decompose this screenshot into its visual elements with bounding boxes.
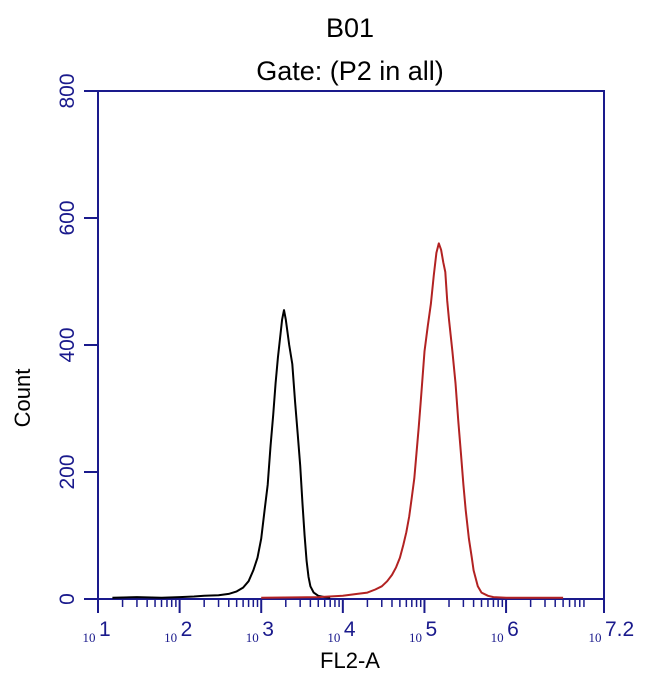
y-tick-label: 200 xyxy=(56,454,79,489)
x-tick-exponent: 2 xyxy=(181,618,193,641)
plot-frame xyxy=(97,90,605,600)
x-tick-exponent: 1 xyxy=(99,618,111,641)
y-tick-label: 800 xyxy=(56,73,79,108)
series-line-2 xyxy=(261,242,564,599)
x-tick-label: 10 3 xyxy=(246,618,274,645)
x-major-ticks xyxy=(97,599,605,613)
x-tick-label: 10 1 xyxy=(83,618,111,645)
x-tick-base: 10 xyxy=(246,630,259,645)
y-tick-label: 0 xyxy=(56,593,79,605)
chart-title: B01 xyxy=(326,13,374,43)
x-tick-label: 10 2 xyxy=(164,618,192,645)
x-tick-exponent: 5 xyxy=(425,618,437,641)
x-tick-label: 10 5 xyxy=(409,618,437,645)
chart-subtitle: Gate: (P2 in all) xyxy=(256,56,444,86)
x-tick-base: 10 xyxy=(164,630,177,645)
x-tick-exponent: 6 xyxy=(507,618,519,641)
y-tick-label: 600 xyxy=(56,200,79,235)
x-tick-base: 10 xyxy=(491,630,504,645)
x-tick-base: 10 xyxy=(83,630,96,645)
y-axis-ticks: 0 200 400 600 800 xyxy=(56,73,98,605)
x-tick-label: 10 4 xyxy=(327,618,356,645)
x-tick-base: 10 xyxy=(327,630,340,645)
x-tick-exponent: 7.2 xyxy=(605,618,634,641)
y-tick-label: 400 xyxy=(56,327,79,362)
x-tick-label: 10 6 xyxy=(491,618,519,645)
x-minor-ticks xyxy=(121,599,585,607)
y-axis-label: Count xyxy=(10,369,35,428)
x-tick-label: 10 7.2 xyxy=(589,618,635,645)
x-tick-base: 10 xyxy=(409,630,422,645)
series-layer xyxy=(112,242,564,599)
x-tick-base: 10 xyxy=(589,630,602,645)
x-axis-label: FL2-A xyxy=(320,648,380,673)
series-line-1 xyxy=(112,309,331,599)
x-axis-tick-labels: 10 1 10 2 10 3 10 4 10 5 10 6 10 7.2 xyxy=(83,618,635,645)
x-tick-exponent: 3 xyxy=(262,618,274,641)
x-tick-exponent: 4 xyxy=(344,618,356,641)
